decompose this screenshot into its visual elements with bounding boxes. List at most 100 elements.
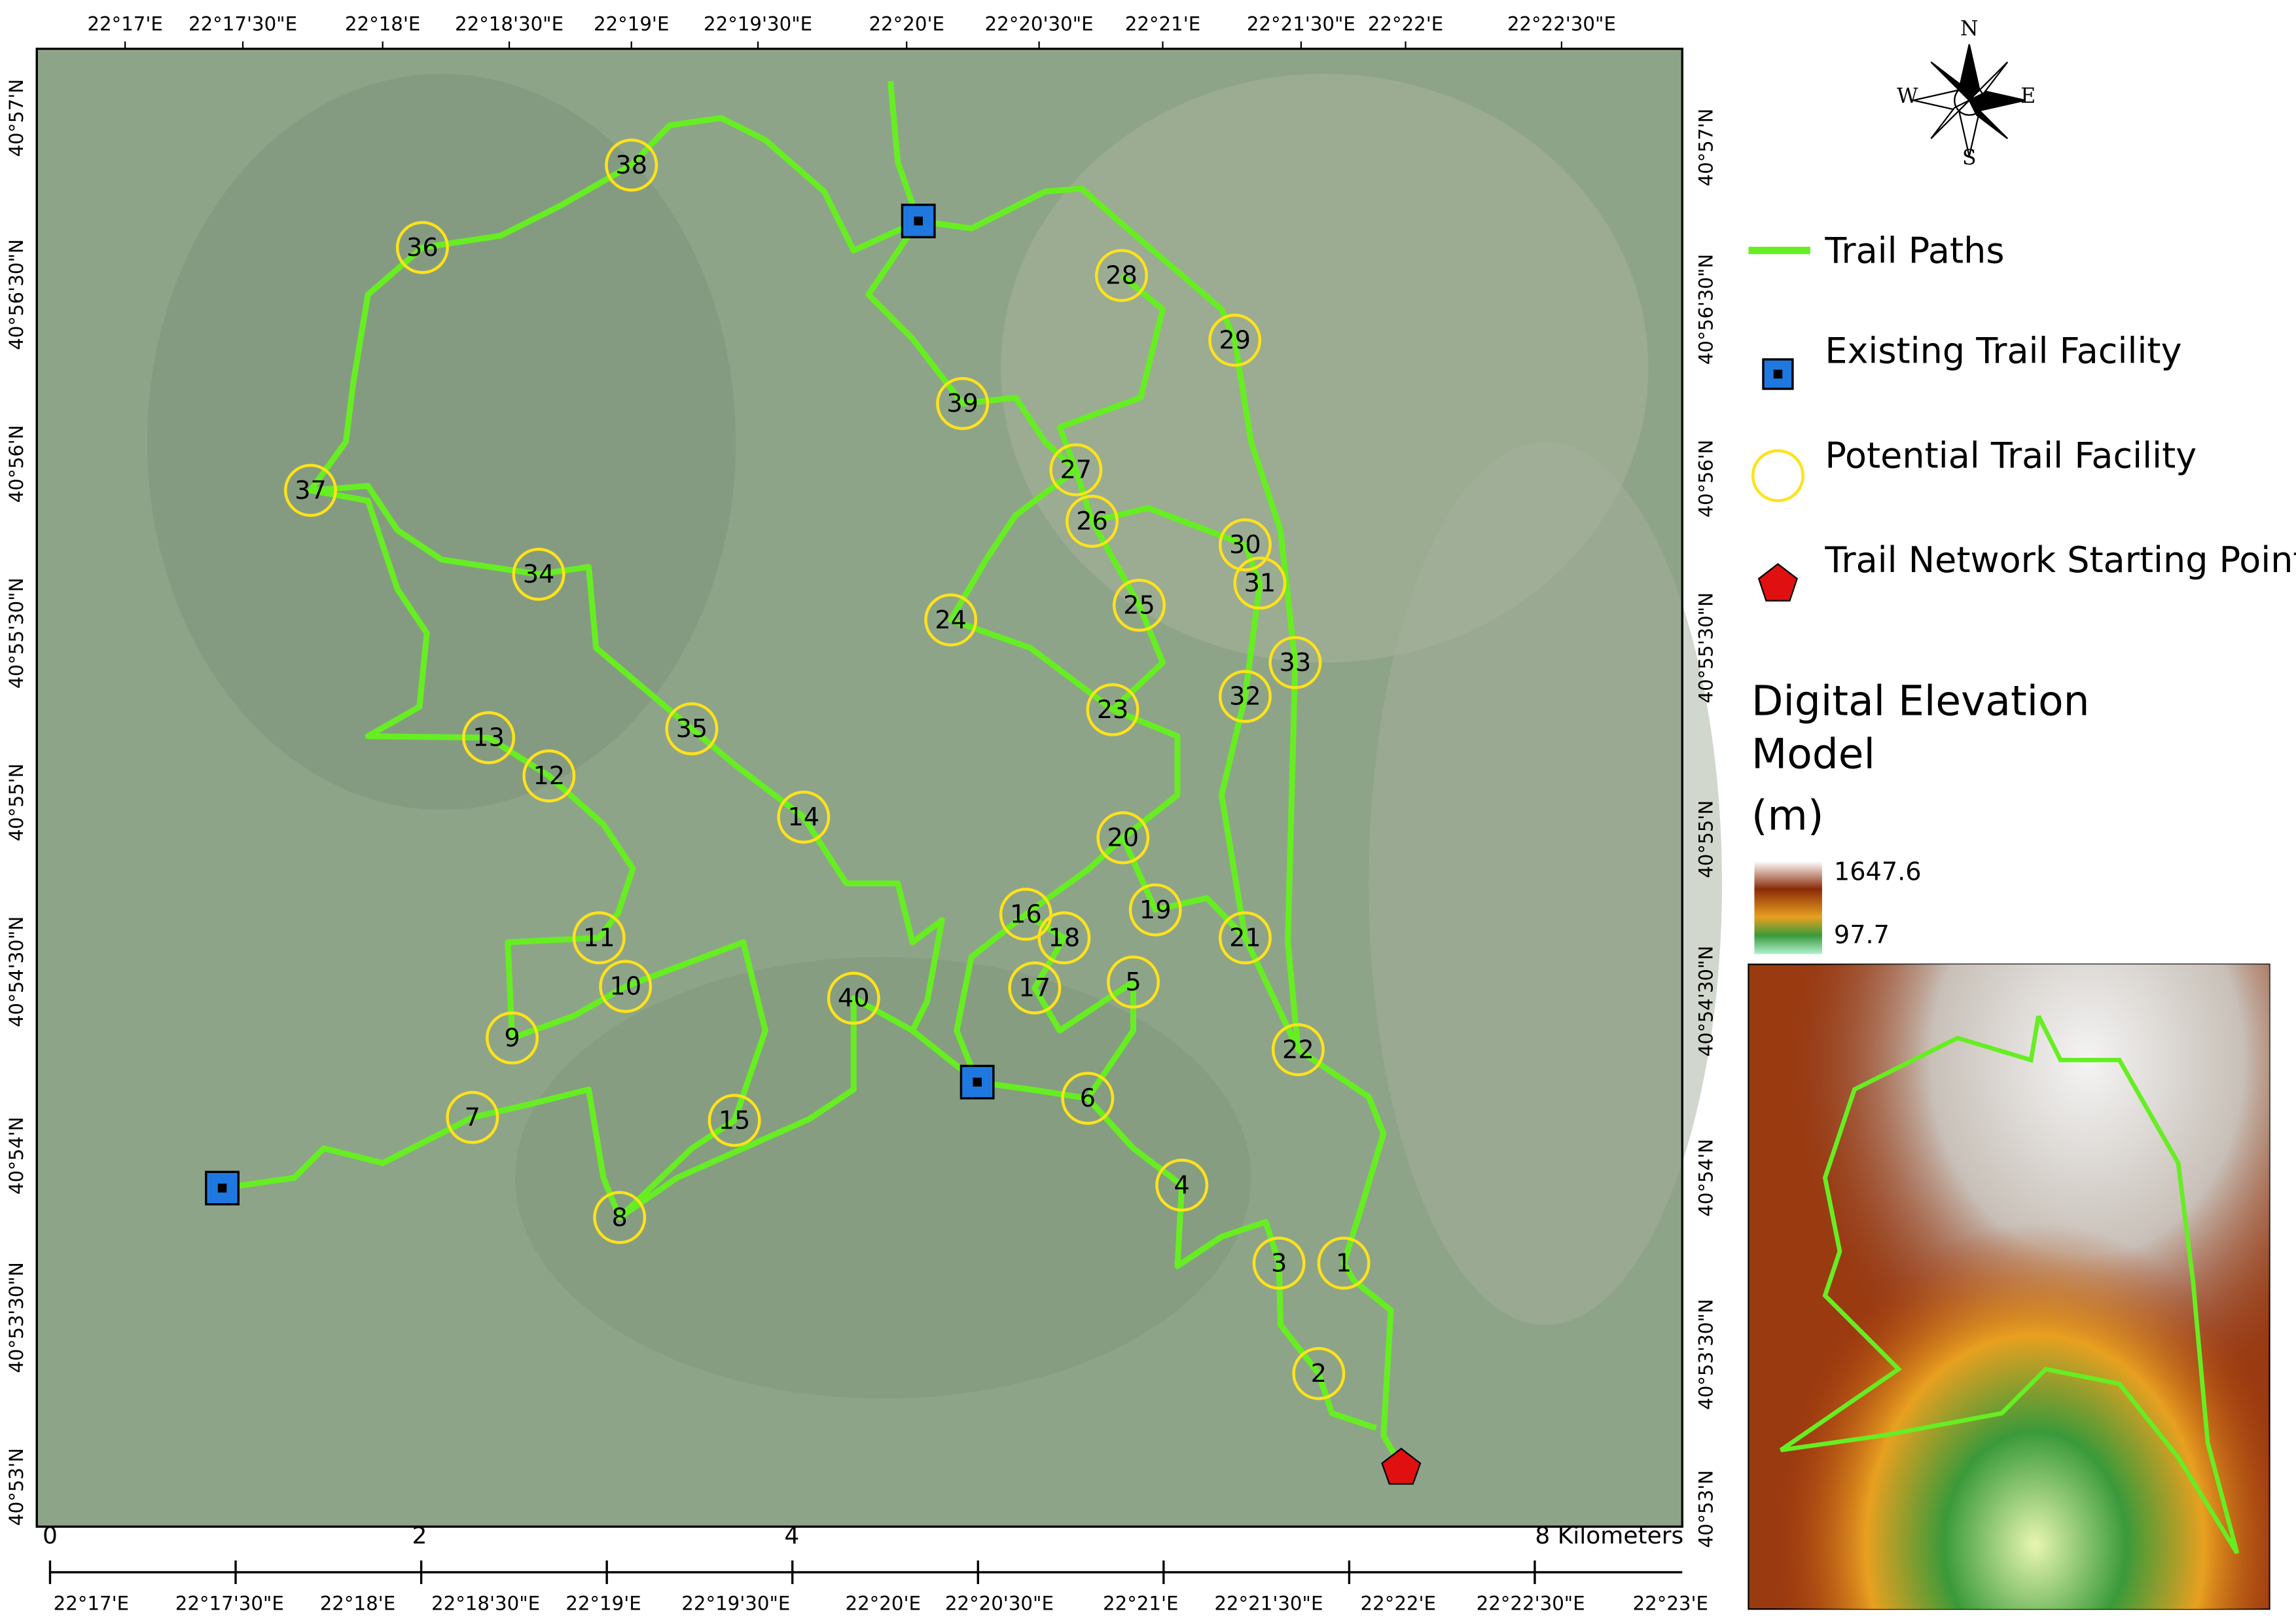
top-coord-label: 22°18'E xyxy=(345,13,420,35)
compass-e: E xyxy=(2020,84,2036,108)
facility-label: 15 xyxy=(719,1106,751,1135)
potential-facility xyxy=(777,790,831,844)
legend-label: Potential Trail Facility xyxy=(1825,435,2197,476)
starting-point xyxy=(1381,1447,1422,1485)
facility-label: 30 xyxy=(1229,531,1261,560)
left-coord-label: 40°56'30"N xyxy=(5,239,27,350)
bottom-coord-label: 22°17'E xyxy=(54,1592,129,1614)
dem-title: Digital Elevation xyxy=(1751,677,2090,725)
dem-low xyxy=(1748,964,2270,1610)
top-coord-label: 22°18'30"E xyxy=(455,13,564,35)
potential-facility xyxy=(1049,443,1103,497)
legend-label: Trail Network Starting Point xyxy=(1824,539,2296,581)
potential-facility xyxy=(522,749,576,803)
potential-facility xyxy=(665,702,719,755)
right-coord-label: 40°57'N xyxy=(1695,109,1717,187)
trail xyxy=(1089,520,1166,712)
facility-label: 27 xyxy=(1060,456,1092,484)
potential-facility xyxy=(1218,911,1272,965)
top-coord-label: 22°22'30"E xyxy=(1507,13,1616,35)
compass-s: S xyxy=(1962,147,1977,170)
trail xyxy=(948,467,1181,1083)
top-coord-label: 22°20'E xyxy=(869,13,944,35)
compass-w: W xyxy=(1897,84,1918,108)
potential-facility xyxy=(1155,1159,1209,1212)
top-coord-label: 22°19'30"E xyxy=(704,13,812,35)
potential-facility xyxy=(1095,249,1148,302)
legend-start-symbol xyxy=(1757,563,1799,602)
facility-label: 5 xyxy=(1125,968,1141,997)
potential-facility xyxy=(1268,636,1322,689)
facility-label: 10 xyxy=(609,973,641,1001)
potential-facility xyxy=(936,377,990,430)
potential-facility xyxy=(1252,1236,1306,1290)
left-coord-label: 40°53'30"N xyxy=(5,1262,27,1373)
facility-label: 23 xyxy=(1097,696,1129,725)
potential-facility xyxy=(1086,683,1139,736)
existing-facility-dot xyxy=(973,1077,982,1087)
potential-facility xyxy=(1128,883,1182,937)
facility-label: 11 xyxy=(583,924,615,953)
terrain-shade xyxy=(147,73,736,810)
right-coord-label: 40°53'30"N xyxy=(1695,1299,1717,1409)
top-coord-label: 22°17'E xyxy=(87,13,162,35)
potential-facility xyxy=(1107,955,1160,1009)
trail xyxy=(977,911,1137,1102)
dem-min: 97.7 xyxy=(1834,921,1890,950)
left-coord-label: 40°55'N xyxy=(5,763,27,841)
potential-facility xyxy=(708,1094,761,1147)
right-coord-label: 40°54'30"N xyxy=(1695,946,1717,1056)
right-coord-label: 40°54'N xyxy=(1695,1139,1717,1217)
facility-label: 32 xyxy=(1229,683,1261,712)
terrain-shade xyxy=(515,956,1251,1399)
trail xyxy=(887,81,1404,1468)
facility-label: 9 xyxy=(504,1024,520,1053)
facility-label: 33 xyxy=(1280,649,1312,677)
top-coord-label: 22°21'E xyxy=(1125,13,1200,35)
compass-n: N xyxy=(1960,17,1979,41)
facility-label: 28 xyxy=(1105,262,1138,291)
scale-label: 4 xyxy=(784,1523,799,1549)
potential-facility xyxy=(1096,811,1150,865)
potential-facility xyxy=(593,1191,647,1244)
legend-potential-symbol xyxy=(1751,449,1804,503)
facility-label: 12 xyxy=(533,762,565,791)
bottom-coord-label: 22°18'E xyxy=(320,1592,395,1614)
trail-paths xyxy=(221,81,1404,1468)
potential-facility xyxy=(512,547,565,601)
facility-label: 29 xyxy=(1219,327,1251,355)
potential-facility xyxy=(1271,1023,1325,1077)
facility-label: 36 xyxy=(406,234,439,262)
facility-label: 8 xyxy=(612,1204,628,1233)
facility-label: 31 xyxy=(1244,569,1276,598)
dem-unit: (m) xyxy=(1751,792,1823,840)
facility-label: 38 xyxy=(615,151,647,180)
potential-facility xyxy=(446,1091,499,1144)
right-coord-label: 40°55'30"N xyxy=(1695,592,1717,703)
map-border xyxy=(35,47,1683,1528)
right-coord-label: 40°56'30"N xyxy=(1695,254,1717,365)
potential-facility xyxy=(395,221,449,274)
potential-facility xyxy=(1037,911,1091,965)
left-coord-label: 40°55'30"N xyxy=(5,578,27,689)
potential-facility xyxy=(999,888,1052,941)
potential-facility xyxy=(1292,1346,1346,1400)
facility-label: 13 xyxy=(473,724,505,753)
top-coord-label: 22°20'30"E xyxy=(985,13,1094,35)
top-coord-label: 22°21'30"E xyxy=(1247,13,1355,35)
potential-facility xyxy=(599,960,653,1013)
bottom-coord-label: 22°20'E xyxy=(845,1592,920,1614)
facility-label: 35 xyxy=(676,715,708,744)
facility-label: 16 xyxy=(1010,901,1042,929)
potential-facility xyxy=(924,593,978,647)
right-coord-label: 40°55'N xyxy=(1695,801,1717,878)
potential-facility xyxy=(486,1011,539,1065)
potential-facility xyxy=(284,463,337,517)
bottom-coord-label: 22°22'E xyxy=(1361,1592,1436,1614)
potential-facility xyxy=(462,711,516,765)
facility-label: 22 xyxy=(1282,1036,1314,1064)
facility-label: 1 xyxy=(1336,1249,1352,1278)
facility-label: 2 xyxy=(1311,1360,1327,1388)
facility-label: 17 xyxy=(1019,974,1051,1003)
